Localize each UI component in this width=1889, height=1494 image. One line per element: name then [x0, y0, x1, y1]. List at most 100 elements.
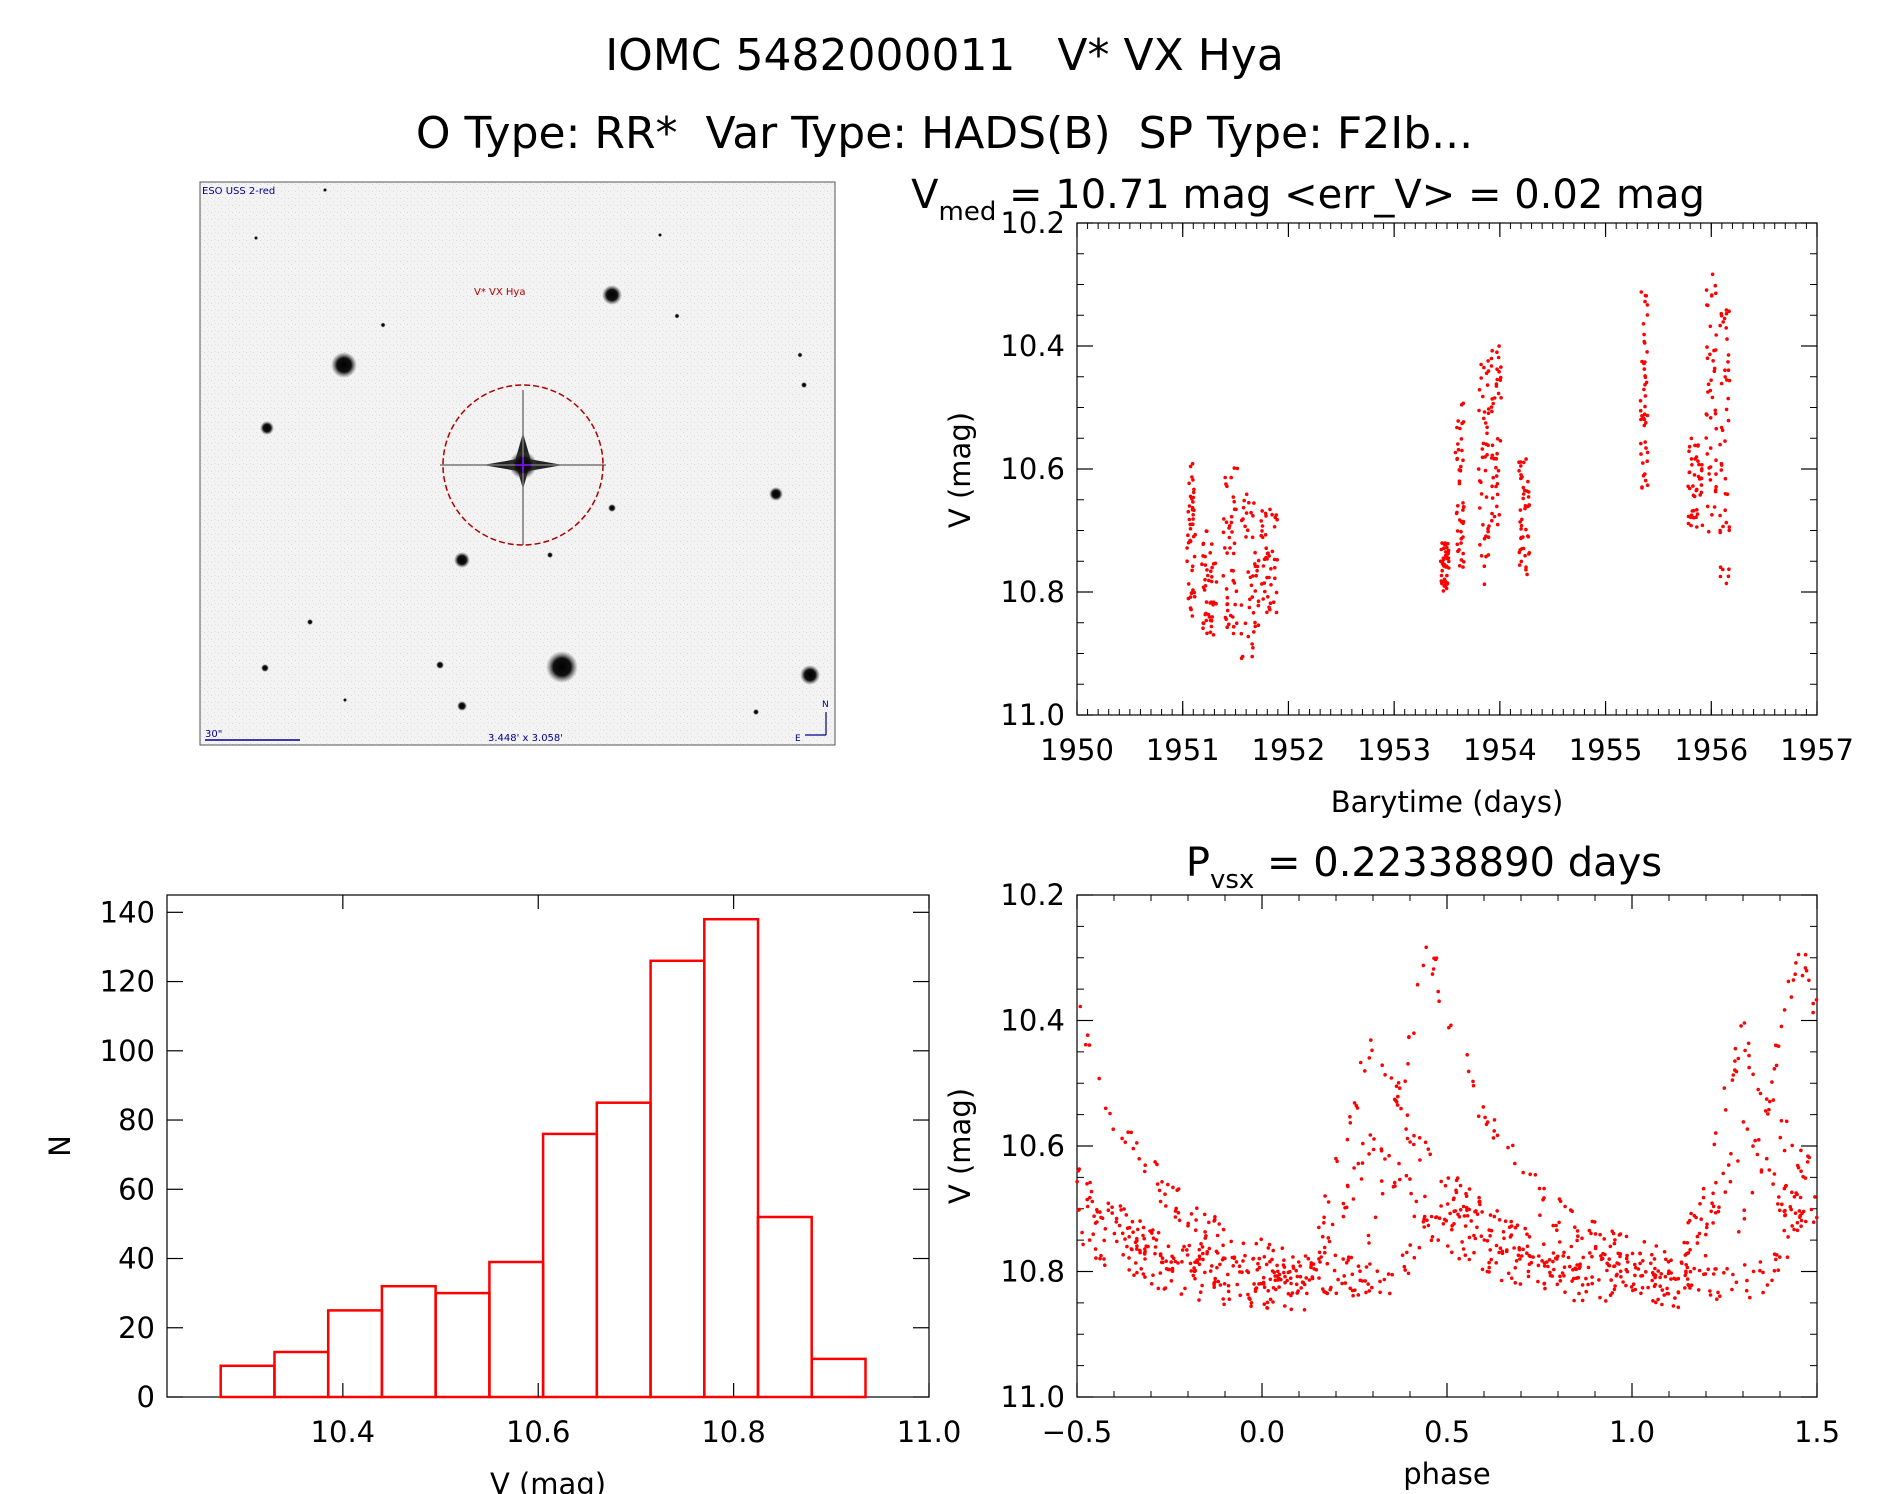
- star: [454, 552, 470, 568]
- phased-point: [1091, 1232, 1095, 1236]
- phased-point: [1449, 1023, 1453, 1028]
- lightcurve-point: [1457, 468, 1461, 472]
- phased-point: [1476, 1114, 1481, 1118]
- lightcurve-point: [1726, 396, 1730, 401]
- lightcurve-point: [1455, 425, 1459, 430]
- phased-point: [1804, 968, 1809, 973]
- y-tick-label: 11.0: [1000, 1380, 1065, 1414]
- phased-point: [1153, 1245, 1158, 1249]
- phased-point: [1221, 1227, 1226, 1232]
- lightcurve-point: [1250, 595, 1255, 599]
- lightcurve-point: [1639, 417, 1643, 422]
- lightcurve-point: [1191, 534, 1196, 539]
- lightcurve-point: [1247, 500, 1251, 505]
- phased-point: [1441, 1222, 1446, 1226]
- phased-point: [1736, 1056, 1741, 1061]
- phased-point: [1772, 1067, 1777, 1071]
- phased-point: [1434, 1215, 1438, 1220]
- phased-point: [1775, 1253, 1779, 1257]
- phased-point: [1352, 1166, 1356, 1170]
- phased-point: [1087, 1238, 1092, 1242]
- phased-point: [1480, 1210, 1484, 1214]
- lightcurve-point: [1519, 476, 1523, 481]
- phased-point: [1751, 1269, 1756, 1274]
- phased-point: [1326, 1236, 1331, 1240]
- lightcurve-point: [1712, 505, 1717, 509]
- lightcurve-point: [1207, 578, 1211, 583]
- phased-point: [1325, 1261, 1330, 1266]
- lightcurve-point: [1695, 508, 1699, 512]
- lightcurve-point: [1726, 360, 1730, 364]
- phased-point: [1201, 1251, 1205, 1256]
- phased-point: [1386, 1272, 1391, 1276]
- phased-point: [1685, 1277, 1690, 1281]
- phased-point: [1095, 1220, 1099, 1224]
- phased-point: [1548, 1270, 1552, 1275]
- phased-point: [1779, 1118, 1784, 1123]
- lightcurve-point: [1499, 365, 1503, 369]
- lightcurve-point: [1642, 387, 1646, 392]
- phased-point: [1403, 1079, 1407, 1083]
- y-tick-label: 10.2: [1000, 878, 1065, 912]
- phased-point: [1169, 1279, 1174, 1283]
- page-title: IOMC 5482000011 V* VX Hya: [605, 30, 1284, 81]
- phased-point: [1354, 1103, 1359, 1108]
- lightcurve-point: [1712, 369, 1717, 374]
- phased-point: [1143, 1163, 1147, 1167]
- histogram-bar: [756, 1215, 813, 1399]
- phased-point: [1368, 1133, 1373, 1137]
- lightcurve-point: [1445, 573, 1449, 578]
- phased-point: [1452, 1222, 1456, 1226]
- histogram-bar: [541, 1132, 599, 1399]
- phased-point: [1085, 1033, 1090, 1037]
- phased-point: [1495, 1133, 1500, 1138]
- lightcurve-point: [1642, 341, 1647, 345]
- phased-point: [1117, 1223, 1122, 1228]
- phased-point: [1467, 1257, 1472, 1262]
- lightcurve-point: [1273, 576, 1277, 581]
- lightcurve-point: [1188, 595, 1193, 599]
- phased-point: [1684, 1263, 1688, 1267]
- phased-point: [1454, 1190, 1459, 1195]
- x-tick-label: 1953: [1357, 733, 1431, 767]
- phased-point: [1108, 1111, 1112, 1116]
- phased-point: [1731, 1272, 1735, 1277]
- lightcurve-point: [1225, 551, 1229, 555]
- phased-point: [1078, 1004, 1083, 1009]
- phased-point: [1629, 1285, 1634, 1289]
- phased-point: [1358, 1269, 1362, 1273]
- phased-point: [1574, 1267, 1578, 1272]
- phased-point: [1356, 1264, 1361, 1268]
- phased-point: [1443, 1183, 1448, 1188]
- phased-point: [1412, 1214, 1417, 1219]
- phased-point: [1624, 1256, 1629, 1261]
- phased-point: [1395, 1103, 1400, 1107]
- phased-point: [1527, 1235, 1532, 1239]
- phased-point: [1761, 1290, 1765, 1295]
- lightcurve-point: [1640, 414, 1644, 418]
- lightcurve-point: [1526, 495, 1531, 499]
- phased-point: [1127, 1225, 1132, 1230]
- phased-point: [1792, 1227, 1796, 1232]
- lightcurve-point: [1708, 324, 1713, 329]
- phased-point: [1126, 1130, 1130, 1134]
- lightcurve-point: [1693, 457, 1697, 461]
- lightcurve-point: [1261, 564, 1266, 568]
- phased-point: [1472, 1250, 1476, 1255]
- phased-point: [1394, 1084, 1399, 1088]
- lightcurve-point: [1255, 564, 1260, 569]
- lightcurve-point: [1263, 589, 1267, 594]
- phased-point: [1405, 1250, 1409, 1255]
- phased-point: [1146, 1244, 1150, 1249]
- lightcurve-point: [1253, 589, 1258, 593]
- lightcurve-point: [1192, 590, 1197, 595]
- lightcurve-point: [1723, 375, 1727, 379]
- lightcurve-point: [1641, 473, 1646, 478]
- lightcurve-point: [1724, 407, 1729, 412]
- phased-point: [1306, 1256, 1311, 1261]
- phased-point: [1717, 1205, 1721, 1209]
- phased-point: [1481, 1105, 1486, 1109]
- lightcurve-point: [1723, 508, 1727, 512]
- lightcurve-point: [1229, 520, 1234, 525]
- phased-point: [1326, 1200, 1331, 1204]
